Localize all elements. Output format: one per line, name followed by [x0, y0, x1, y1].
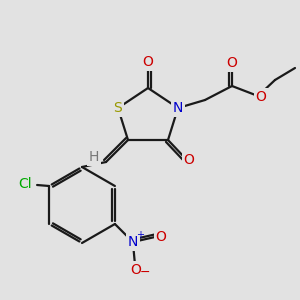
Text: O: O [155, 230, 166, 244]
Text: N: N [128, 235, 138, 249]
Text: +: + [136, 230, 144, 240]
Text: O: O [130, 263, 141, 277]
Text: Cl: Cl [18, 177, 32, 191]
Text: O: O [256, 90, 266, 104]
Text: O: O [142, 55, 153, 69]
Text: O: O [184, 153, 194, 167]
Text: O: O [226, 56, 237, 70]
Text: N: N [173, 101, 183, 115]
Text: H: H [89, 150, 99, 164]
Text: −: − [140, 266, 150, 278]
Text: S: S [114, 101, 122, 115]
